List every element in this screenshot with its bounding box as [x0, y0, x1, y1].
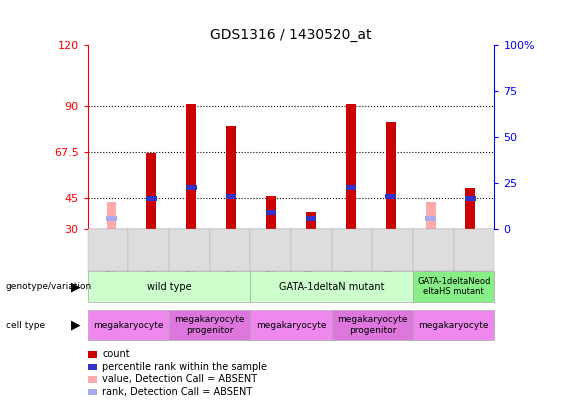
Text: cell type: cell type: [6, 320, 45, 330]
Bar: [226, 194, 236, 198]
Text: percentile rank within the sample: percentile rank within the sample: [102, 362, 267, 371]
Text: ▶: ▶: [71, 318, 81, 332]
Bar: [186, 104, 196, 229]
Text: megakaryocyte: megakaryocyte: [256, 320, 326, 330]
Text: megakaryocyte: megakaryocyte: [419, 320, 489, 330]
Bar: [146, 196, 157, 200]
Bar: [346, 104, 356, 229]
Text: megakaryocyte: megakaryocyte: [93, 320, 163, 330]
Text: GATA-1deltaN mutant: GATA-1deltaN mutant: [279, 281, 384, 292]
Bar: [306, 216, 316, 221]
Bar: [425, 202, 436, 229]
Text: count: count: [102, 349, 130, 359]
Bar: [385, 194, 396, 198]
Bar: [306, 213, 316, 229]
Text: ▶: ▶: [71, 280, 81, 293]
Bar: [186, 185, 197, 190]
Text: value, Detection Call = ABSENT: value, Detection Call = ABSENT: [102, 374, 258, 384]
Bar: [465, 196, 476, 200]
Text: wild type: wild type: [147, 281, 191, 292]
Bar: [386, 122, 396, 229]
Bar: [266, 210, 276, 215]
Bar: [266, 196, 276, 229]
Text: genotype/variation: genotype/variation: [6, 282, 92, 291]
Text: rank, Detection Call = ABSENT: rank, Detection Call = ABSENT: [102, 387, 253, 396]
Bar: [106, 216, 117, 221]
Text: megakaryocyte
progenitor: megakaryocyte progenitor: [175, 315, 245, 335]
Text: megakaryocyte
progenitor: megakaryocyte progenitor: [337, 315, 407, 335]
Bar: [107, 202, 116, 229]
Bar: [146, 153, 157, 229]
Text: GATA-1deltaNeod
eltaHS mutant: GATA-1deltaNeod eltaHS mutant: [417, 277, 490, 296]
Bar: [425, 216, 436, 221]
Title: GDS1316 / 1430520_at: GDS1316 / 1430520_at: [210, 28, 372, 42]
Bar: [466, 188, 475, 229]
Bar: [346, 185, 356, 190]
Bar: [226, 126, 236, 229]
